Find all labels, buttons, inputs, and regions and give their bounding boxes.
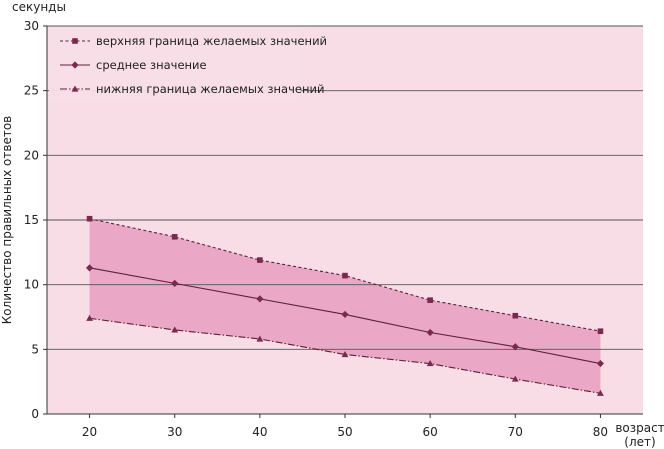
legend-label: нижняя граница желаемых значений [96, 82, 324, 96]
data-point [85, 264, 94, 272]
x-tick-label: 60 [423, 425, 438, 439]
data-point [256, 295, 264, 303]
y-tick-label: 10 [24, 278, 39, 292]
x-axis-label: возраст [615, 421, 664, 435]
data-point [342, 272, 348, 279]
series-3 [86, 314, 604, 396]
legend-marker [71, 61, 79, 69]
data-point [171, 326, 179, 333]
legend-box [49, 28, 301, 100]
data-point [171, 279, 179, 287]
y-tick-label: 25 [24, 84, 39, 98]
x-tick-label: 80 [593, 425, 608, 439]
x-tick-label: 20 [82, 425, 97, 439]
series-1 [86, 215, 604, 335]
axes: 0 5 10 15 20 25 30 20 30 40 50 60 70 80 [24, 19, 643, 439]
y-axis-unit-label: секунды [12, 0, 66, 14]
data-point [597, 389, 604, 396]
data-point [511, 375, 519, 382]
x-tick-label: 40 [252, 425, 267, 439]
legend-marker [71, 85, 79, 92]
x-tick-label: 70 [508, 425, 523, 439]
x-axis-label-unit: (лет) [624, 435, 655, 449]
x-tick-label: 30 [167, 425, 182, 439]
legend-label: верхняя граница желаемых значений [96, 34, 327, 48]
data-point [86, 215, 93, 222]
x-tick-label: 50 [337, 425, 352, 439]
y-axis-label: Количество правильных ответов [0, 116, 14, 324]
legend-marker [72, 38, 78, 44]
data-point [171, 234, 178, 240]
data-point [341, 351, 349, 358]
y-tick-label: 0 [31, 407, 39, 421]
data-point [426, 328, 434, 337]
data-point [597, 328, 604, 335]
y-tick-label: 20 [24, 148, 39, 162]
data-point [427, 297, 433, 303]
legend: верхняя граница желаемых значений среднее… [49, 28, 327, 100]
series-2 [85, 264, 605, 368]
data-point [341, 310, 349, 319]
y-tick-label: 30 [24, 19, 39, 33]
data-point [511, 343, 519, 351]
y-tick-label: 5 [31, 342, 39, 356]
data-point [426, 360, 434, 367]
data-point [596, 359, 605, 368]
data-point [512, 312, 519, 319]
data-point [256, 335, 264, 342]
data-point [257, 257, 263, 263]
grid [47, 25, 643, 350]
series-lines [85, 215, 605, 396]
y-tick-label: 15 [24, 213, 39, 227]
data-point [86, 314, 93, 321]
legend-label: среднее значение [96, 58, 207, 72]
